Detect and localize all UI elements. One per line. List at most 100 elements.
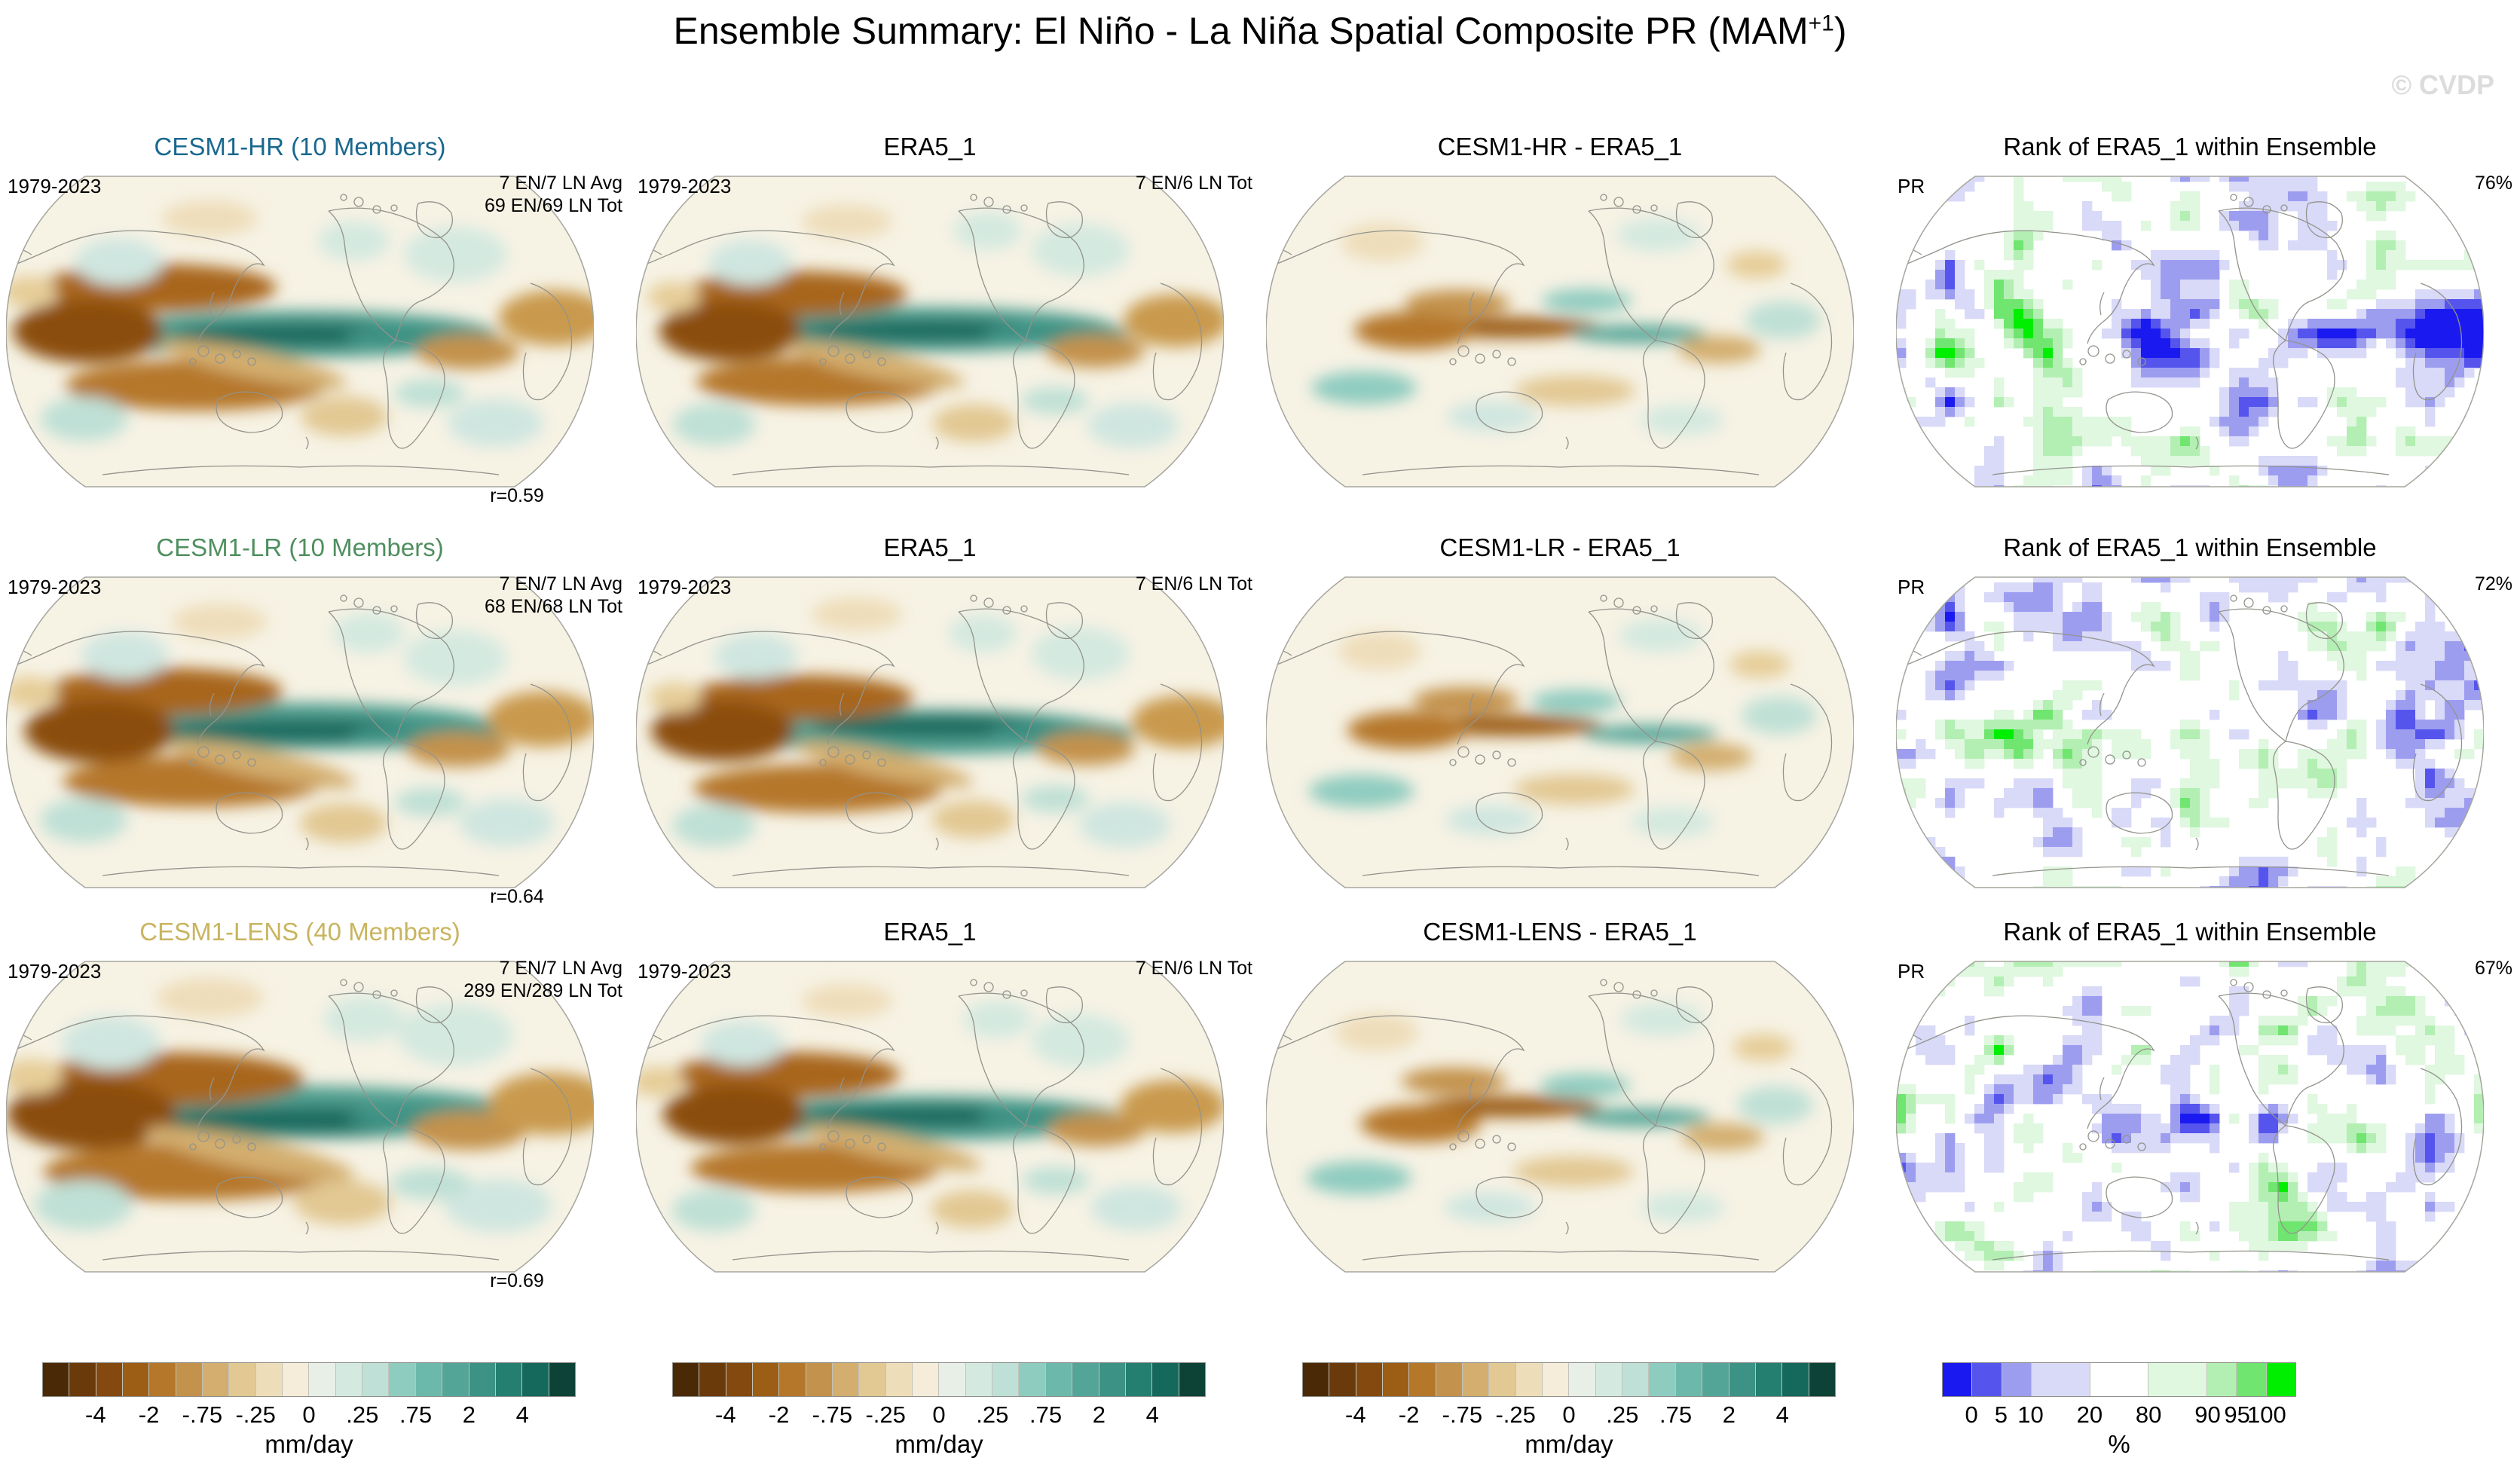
colorbar-segment [1463,1363,1490,1396]
colorbar-segment [1045,1363,1073,1396]
panel-title: Rank of ERA5_1 within Ensemble [2003,918,2377,946]
colorbar-segment [2266,1363,2295,1396]
colorbar-segment [2148,1363,2207,1396]
colorbar-segment [1329,1363,1356,1396]
map-panel: ERA5_1 1979-2023 7 EN/6 LN Tot [630,533,1260,928]
page-title-suffix: ) [1833,10,1847,52]
colorbar-tick-label: -.25 [235,1401,276,1428]
map-field [1896,961,2484,1272]
map-panel: CESM1-LR - ERA5_1 [1260,533,1890,928]
page-title-text: Ensemble Summary: El Niño - La Niña Spat… [673,10,1809,52]
coastline-lines [1266,194,1833,475]
colorbar-tick-label: .75 [399,1401,433,1428]
colorbar-tick-label: -.25 [865,1401,906,1428]
colorbar-segment [283,1363,310,1396]
coastline-lines [6,194,573,475]
colorbar: 0 5 10 20 80 90 95 100% [1942,1362,2296,1460]
panel-title: CESM1-HR (10 Members) [154,133,446,160]
colorbar-segment [1972,1363,2002,1396]
panel-annotation-right: 7 EN/6 LN Tot [1136,957,1252,980]
colorbar-segment [203,1363,230,1396]
map-field [636,984,1224,1232]
panel-title: CESM1-LR - ERA5_1 [1439,533,1681,561]
colorbar-segment [965,1363,993,1396]
panel-annotation-left: PR [1898,960,1925,983]
colorbar: -4 -2 -.75 -.25 0 .25 .75 2 4 mm/day [1302,1362,1836,1460]
coastline-lines [636,594,1203,876]
colorbar-segment [1569,1363,1596,1396]
panel-annotation-right: 72% [2475,573,2512,595]
colorbar: -4 -2 -.75 -.25 0 .25 .75 2 4 mm/day [672,1362,1206,1460]
colorbar-tick-label: 10 [2017,1401,2044,1428]
panel-annotation-left: 1979-2023 [638,175,732,197]
panel-annotation-right-line: 68 EN/68 LN Tot [485,596,622,617]
colorbar-segments [1942,1362,2296,1397]
colorbar-segment [913,1363,940,1396]
colorbar-segment [415,1363,443,1396]
panel-annotation-left: PR [1898,576,1925,598]
panel-annotation-right-line: 72% [2474,573,2512,594]
colorbar-segment [1729,1363,1756,1396]
colorbar-segment [753,1363,780,1396]
colorbar-segment [1675,1363,1703,1396]
colorbar-segment [1383,1363,1410,1396]
colorbar-segment [1179,1363,1205,1396]
colorbar-tick-label: -.75 [1442,1401,1483,1428]
world-map [6,961,594,1273]
colorbar-segment [1755,1363,1783,1396]
panel-annotation-right: 7 EN/7 LN Avg 68 EN/68 LN Tot [485,573,622,618]
map-panel: CESM1-HR (10 Members) 1979-2023 7 EN/7 LN… [0,133,630,527]
panel-annotation-left: 1979-2023 [8,175,102,197]
panel-annotation-right: 76% [2475,172,2512,194]
world-map [6,576,594,888]
colorbar-segment [2031,1363,2090,1396]
panel-annotation-right-line: 76% [2474,173,2512,194]
colorbar-tick-label: -2 [138,1401,160,1428]
colorbar-tick-label: 4 [1775,1401,1789,1428]
colorbar-unit-label: mm/day [265,1430,353,1458]
panel-annotation-left: 1979-2023 [8,576,102,598]
colorbar-tick-label: 0 [302,1401,316,1428]
colorbar-segment [176,1363,203,1396]
panel-title: CESM1-LENS (40 Members) [139,918,460,946]
colorbar-segment [885,1363,913,1396]
colorbar-segment [389,1363,416,1396]
map-field [6,978,594,1233]
map-panel: CESM1-LENS (40 Members) 1979-2023 7 EN/7 … [0,918,630,1313]
colorbar-segment [1622,1363,1650,1396]
colorbar-tick-label: .25 [976,1401,1009,1428]
panel-title: CESM1-HR - ERA5_1 [1437,133,1683,160]
pattern-correlation-label: r=0.64 [490,886,544,907]
colorbar-segment [1072,1363,1099,1396]
colorbar-segment [362,1363,390,1396]
colorbar-segment [859,1363,886,1396]
world-map [1896,576,2484,888]
map-panel: Rank of ERA5_1 within Ensemble PR 67% [1890,918,2520,1313]
colorbar-segment [1649,1363,1676,1396]
colorbar-segment [149,1363,176,1396]
colorbar-tick-label: 80 [2135,1401,2162,1428]
colorbar-tick-label: 4 [515,1401,529,1428]
colorbar-tick-label: 0 [1965,1401,1978,1428]
colorbar-tick-label: 95 [2224,1401,2250,1428]
panel-title: Rank of ERA5_1 within Ensemble [2003,533,2377,561]
colorbar-segment [1409,1363,1436,1396]
colorbar-segment [469,1363,496,1396]
colorbar-segment [123,1363,150,1396]
colorbar-segment [1125,1363,1153,1396]
colorbar-unit-label: mm/day [895,1430,983,1458]
colorbar-tick-label: -2 [768,1401,790,1428]
panel-title: ERA5_1 [883,918,977,946]
world-map [1896,176,2484,487]
page-title-superscript: +1 [1808,11,1834,36]
colorbar: -4 -2 -.75 -.25 0 .25 .75 2 4 mm/day [42,1362,576,1460]
panel-annotation-right-line: 7 EN/7 LN Avg [499,958,622,979]
colorbar-segment [1702,1363,1729,1396]
colorbar-segment [1809,1363,1835,1396]
colorbar-segment [229,1363,256,1396]
map-panel: CESM1-HR - ERA5_1 [1260,133,1890,527]
colorbar-segment [1436,1363,1463,1396]
panel-annotation-right-line: 7 EN/6 LN Tot [1135,573,1252,594]
pattern-correlation-label: r=0.59 [490,485,544,506]
world-map [6,176,594,487]
